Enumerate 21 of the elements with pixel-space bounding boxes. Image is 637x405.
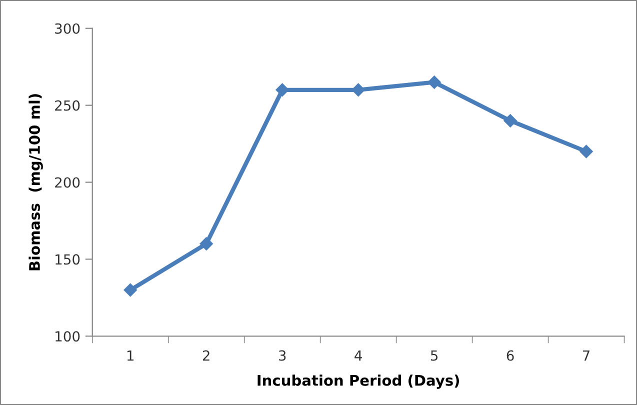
point	[352, 83, 365, 96]
point	[580, 144, 593, 158]
y-tick-label: 150	[56, 254, 80, 265]
y-tick-label: 300	[55, 23, 80, 34]
y-tick-label: 250	[55, 100, 80, 111]
x-tick-label: 7	[582, 350, 590, 361]
point	[428, 76, 441, 89]
x-tick-label: 2	[202, 350, 210, 361]
x-tick-label: 5	[430, 350, 438, 361]
point	[504, 114, 517, 128]
x-axis-title: Incubation Period (Days)	[258, 374, 459, 389]
point	[124, 283, 137, 297]
x-tick-label: 3	[278, 350, 286, 361]
point	[276, 83, 289, 96]
x-tick-label: 1	[127, 350, 134, 361]
x-tick-label: 4	[354, 350, 362, 361]
point	[200, 237, 213, 250]
y-tick-label: 200	[55, 177, 80, 188]
y-tick-label: 100	[56, 331, 80, 342]
y-axis-title: Biomass (mg/100 ml)	[28, 94, 43, 270]
x-tick-label: 6	[506, 350, 514, 361]
